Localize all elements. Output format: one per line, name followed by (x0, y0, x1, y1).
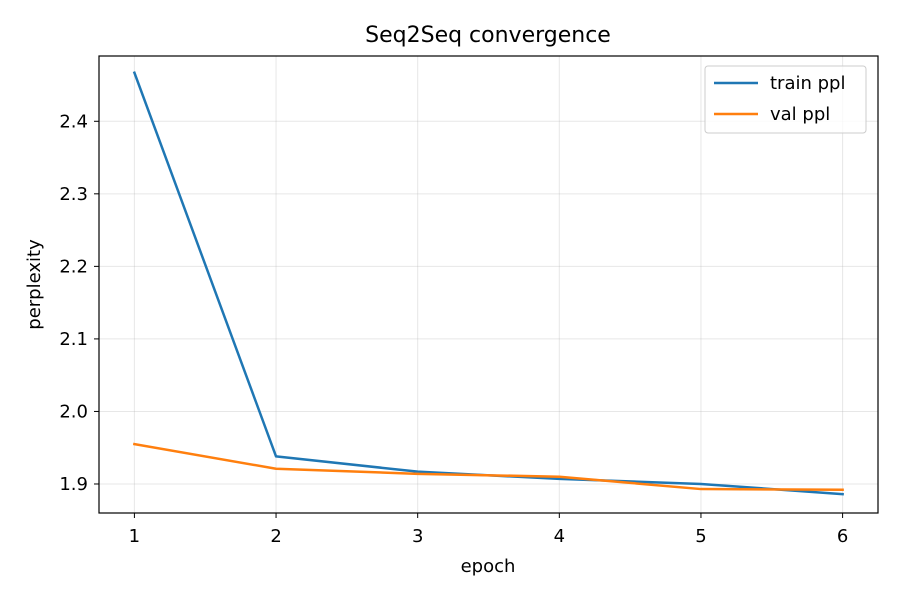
legend-label-val: val ppl (770, 104, 830, 125)
y-tick-label: 2.2 (59, 256, 88, 277)
chart-title: Seq2Seq convergence (365, 23, 611, 48)
x-tick-label: 5 (695, 526, 706, 547)
series-line-train (132, 71, 844, 496)
y-tick-label: 2.0 (59, 401, 88, 422)
x-tick-label: 2 (270, 526, 281, 547)
x-tick-label: 4 (554, 526, 565, 547)
y-tick-label: 2.1 (59, 329, 88, 350)
x-tick-label: 6 (837, 526, 848, 547)
legend-label-train: train ppl (770, 73, 845, 94)
legend: train ppl val ppl (704, 65, 867, 134)
x-tick-label: 3 (412, 526, 423, 547)
series-line-val (132, 442, 844, 492)
y-tick-label: 2.4 (59, 111, 88, 132)
y-tick-label: 2.3 (59, 184, 88, 205)
y-axis-label: perplexity (24, 239, 45, 330)
series-layer (132, 71, 844, 496)
plot-frame (98, 55, 879, 514)
y-tick-label: 1.9 (59, 474, 88, 495)
ticks: 1 2 3 4 5 6 1.9 2.0 2.1 2.2 2.3 2.4 (59, 111, 848, 547)
x-tick-label: 1 (129, 526, 140, 547)
x-axis-label: epoch (461, 556, 516, 577)
